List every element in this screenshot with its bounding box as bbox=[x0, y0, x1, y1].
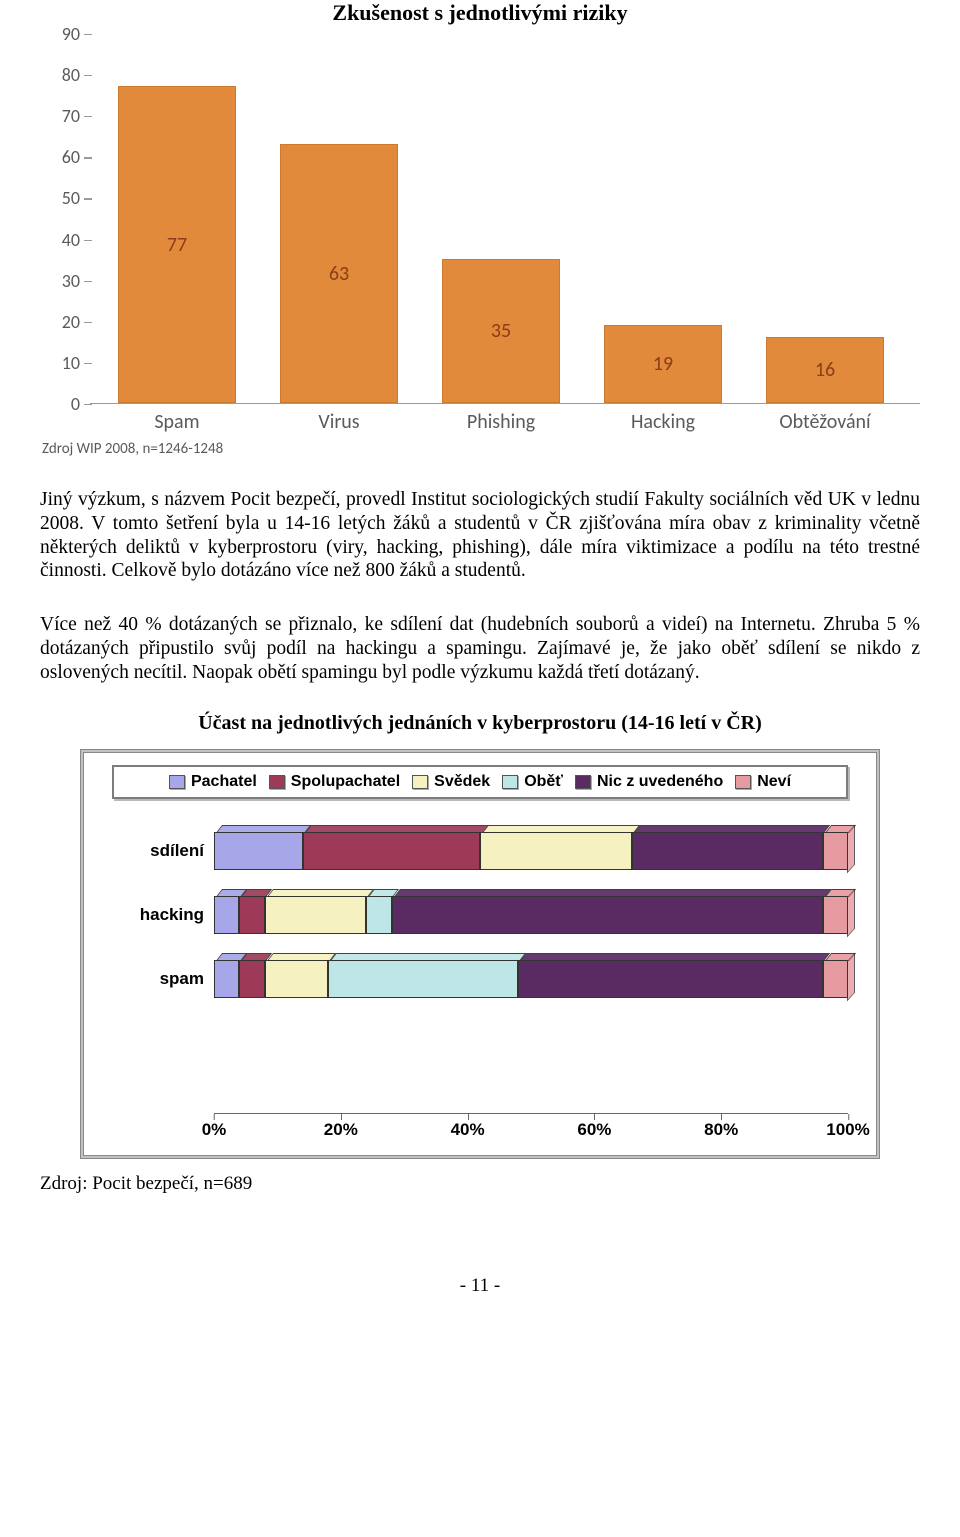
chart2-row: hacking bbox=[214, 883, 848, 947]
chart2-bar bbox=[214, 832, 848, 870]
chart2-segment bbox=[823, 832, 848, 870]
legend-label: Pachatel bbox=[191, 773, 257, 791]
legend-label: Nic z uvedeného bbox=[597, 773, 723, 791]
chart1-ytick: 20 bbox=[40, 311, 80, 333]
chart1-xtick: Spam bbox=[118, 410, 236, 434]
legend-swatch bbox=[269, 775, 285, 789]
chart1-xtick: Virus bbox=[280, 410, 398, 434]
chart2-segment bbox=[265, 960, 328, 998]
chart2-row-label: hacking bbox=[104, 905, 204, 925]
chart2-segment bbox=[823, 896, 848, 934]
chart1-source: Zdroj WIP 2008, n=1246-1248 bbox=[42, 440, 920, 458]
chart2-bar bbox=[214, 960, 848, 998]
legend-item: Oběť bbox=[502, 773, 563, 791]
chart1-ytick: 30 bbox=[40, 270, 80, 292]
chart2-row: sdílení bbox=[214, 819, 848, 883]
chart2-segment bbox=[632, 832, 822, 870]
chart2-xtick: 0% bbox=[202, 1120, 227, 1140]
chart2-xtick: 40% bbox=[451, 1120, 485, 1140]
chart2-x-axis: 0%20%40%60%80%100% bbox=[214, 1113, 848, 1145]
chart1-xtick: Phishing bbox=[442, 410, 560, 434]
chart1-bar-value: 16 bbox=[815, 358, 835, 382]
chart2-plot-area: sdíleníhackingspam bbox=[84, 809, 876, 1109]
legend-label: Neví bbox=[757, 773, 791, 791]
chart2-row-label: sdílení bbox=[104, 841, 204, 861]
chart1-xtick: Hacking bbox=[604, 410, 722, 434]
chart1-ytick: 60 bbox=[40, 146, 80, 168]
chart2-xtick: 100% bbox=[826, 1120, 869, 1140]
legend-swatch bbox=[575, 775, 591, 789]
chart1-ytick: 40 bbox=[40, 229, 80, 251]
legend-item: Svědek bbox=[412, 773, 490, 791]
chart1-x-axis: Spam Virus Phishing Hacking Obtěžování bbox=[90, 404, 920, 436]
chart1-bar: 16 bbox=[766, 337, 884, 403]
chart2-segment bbox=[823, 960, 848, 998]
chart1-bar-value: 77 bbox=[167, 233, 187, 257]
chart1-ytick: 80 bbox=[40, 64, 80, 86]
chart2-segment bbox=[265, 896, 366, 934]
legend-swatch bbox=[502, 775, 518, 789]
chart2-segment bbox=[214, 832, 303, 870]
chart2-row: spam bbox=[214, 947, 848, 1011]
chart2-xtick: 20% bbox=[324, 1120, 358, 1140]
legend-swatch bbox=[735, 775, 751, 789]
chart2-title: Účast na jednotlivých jednáních v kyberp… bbox=[40, 712, 920, 735]
chart1-title: Zkušenost s jednotlivými riziky bbox=[40, 0, 920, 26]
legend-item: Spolupachatel bbox=[269, 773, 400, 791]
chart2-segment bbox=[392, 896, 823, 934]
legend-label: Svědek bbox=[434, 773, 490, 791]
legend-swatch bbox=[169, 775, 185, 789]
chart2-source: Zdroj: Pocit bezpečí, n=689 bbox=[40, 1173, 920, 1195]
legend-label: Oběť bbox=[524, 773, 563, 791]
chart1-ytick: 10 bbox=[40, 352, 80, 374]
chart1-bar: 35 bbox=[442, 259, 560, 403]
legend-item: Pachatel bbox=[169, 773, 257, 791]
legend-item: Nic z uvedeného bbox=[575, 773, 723, 791]
chart1-xtick: Obtěžování bbox=[766, 410, 884, 434]
body-paragraph-1: Jiný výzkum, s názvem Pocit bezpečí, pro… bbox=[40, 488, 920, 583]
chart1: Zkušenost s jednotlivými riziky 0 10 20 30 4… bbox=[40, 0, 920, 458]
body-paragraph-2: Více než 40 % dotázaných se přiznalo, ke… bbox=[40, 613, 920, 684]
chart2-segment bbox=[239, 896, 264, 934]
chart2-segment bbox=[366, 896, 391, 934]
chart2: Pachatel Spolupachatel Svědek Oběť Nic z uve… bbox=[80, 749, 880, 1159]
legend-item: Neví bbox=[735, 773, 791, 791]
chart1-bar-value: 35 bbox=[491, 319, 511, 343]
chart1-bar: 77 bbox=[118, 86, 236, 403]
chart1-ytick: 70 bbox=[40, 105, 80, 127]
legend-label: Spolupachatel bbox=[291, 773, 400, 791]
page-number: - 11 - bbox=[40, 1275, 920, 1297]
legend-swatch bbox=[412, 775, 428, 789]
chart2-legend: Pachatel Spolupachatel Svědek Oběť Nic z uve… bbox=[112, 765, 848, 799]
chart2-xtick: 60% bbox=[577, 1120, 611, 1140]
chart1-bar: 63 bbox=[280, 144, 398, 403]
chart1-plot-area: 01020304050607080907763351916 bbox=[90, 34, 920, 404]
chart2-segment bbox=[239, 960, 264, 998]
chart1-bar-value: 63 bbox=[329, 262, 349, 286]
chart2-row-label: spam bbox=[104, 969, 204, 989]
chart1-bar: 19 bbox=[604, 325, 722, 403]
chart1-ytick: 50 bbox=[40, 187, 80, 209]
chart2-segment bbox=[518, 960, 822, 998]
chart1-ytick: 0 bbox=[40, 393, 80, 415]
chart2-segment bbox=[303, 832, 481, 870]
chart1-ytick: 90 bbox=[40, 23, 80, 45]
chart1-bar-value: 19 bbox=[653, 352, 673, 376]
chart2-segment bbox=[214, 960, 239, 998]
chart2-segment bbox=[480, 832, 632, 870]
chart2-xtick: 80% bbox=[704, 1120, 738, 1140]
chart2-bar bbox=[214, 896, 848, 934]
chart2-segment bbox=[214, 896, 239, 934]
chart2-segment bbox=[328, 960, 518, 998]
